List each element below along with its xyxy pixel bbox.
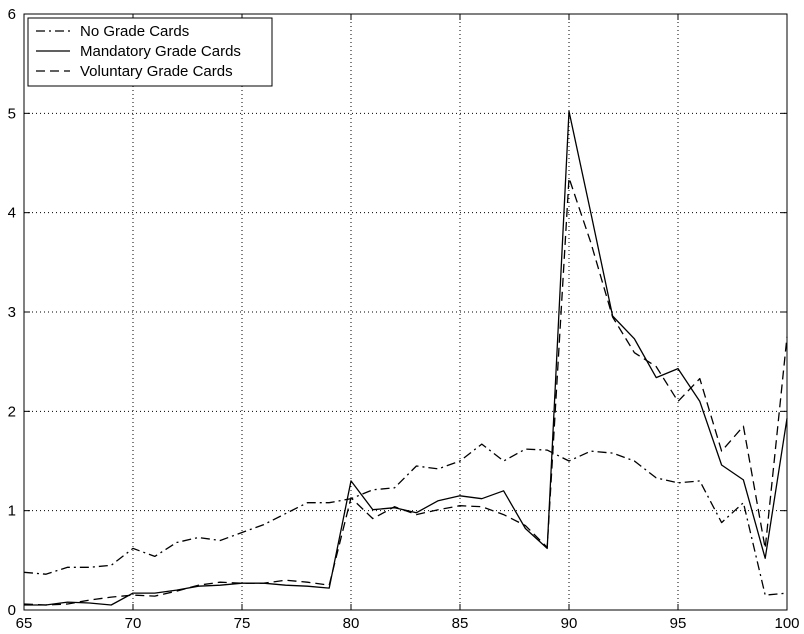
series-line-0 bbox=[23, 443, 788, 596]
x-tick-label: 65 bbox=[16, 615, 33, 632]
x-tick-label: 90 bbox=[561, 615, 578, 632]
y-tick-label: 2 bbox=[8, 403, 16, 420]
y-tick-label: 3 bbox=[8, 304, 16, 321]
legend: No Grade Cards Mandatory Grade Cards Volun… bbox=[27, 17, 273, 87]
y-tick-label: 0 bbox=[8, 602, 16, 619]
y-tick-label: 1 bbox=[8, 503, 16, 520]
axis-ticks: 65 70 75 80 85 90 95 100 0 1 2 3 4 5 6 bbox=[8, 6, 800, 632]
series-layer bbox=[23, 110, 788, 606]
legend-label: Voluntary Grade Cards bbox=[80, 63, 233, 80]
series-line-2 bbox=[23, 177, 788, 606]
x-tick-label: 80 bbox=[343, 615, 360, 632]
y-tick-label: 6 bbox=[8, 6, 16, 23]
legend-label: Mandatory Grade Cards bbox=[80, 43, 241, 60]
x-tick-label: 95 bbox=[670, 615, 687, 632]
y-tick-label: 5 bbox=[8, 105, 16, 122]
grid-lines bbox=[24, 14, 787, 610]
x-tick-label: 75 bbox=[234, 615, 251, 632]
x-tick-label: 85 bbox=[452, 615, 469, 632]
legend-box bbox=[27, 17, 273, 87]
y-tick-label: 4 bbox=[8, 205, 16, 222]
x-tick-label: 100 bbox=[774, 615, 799, 632]
x-tick-label: 70 bbox=[125, 615, 142, 632]
legend-label: No Grade Cards bbox=[80, 23, 189, 40]
